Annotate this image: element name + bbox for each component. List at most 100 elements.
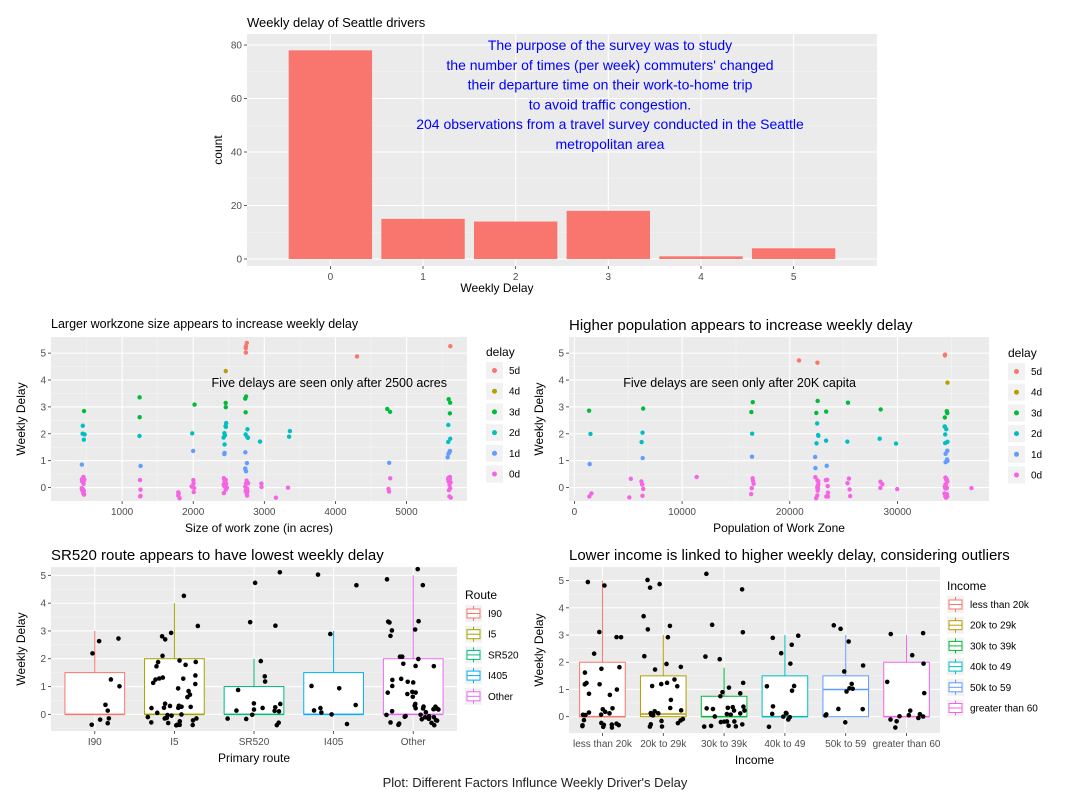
income-jitter-point [769,711,775,717]
income-jitter-point [844,689,849,694]
income-y-tick-label: 3 [558,631,564,642]
income-jitter-point [764,683,770,689]
route-jitter-point [145,714,151,720]
size-x-tick-label: 1000 [111,507,134,518]
route-jitter-point [412,703,417,708]
route-jitter-point [183,662,188,668]
pop-x-axis-title: Population of Work Zone [713,521,845,535]
income-jitter-point [909,652,915,658]
pop-legend-swatch [1014,431,1019,437]
pop-legend-label: 2d [1031,429,1042,440]
hist-y-tick-label: 60 [231,94,243,105]
income-jitter-point [678,718,683,723]
size-point [221,490,227,496]
pop-title: Higher population appears to increase we… [569,317,913,334]
income-jitter-point [648,710,654,716]
income-jitter-point [708,723,714,729]
size-point [285,485,291,490]
income-jitter-point [586,710,592,715]
route-jitter-point [415,566,421,572]
route-jitter-point [389,683,395,689]
size-point [286,434,292,439]
pop-point [588,431,593,437]
size-point [243,394,249,399]
income-jitter-point [602,709,608,715]
income-jitter-point [665,634,671,640]
size-y-tick-label: 0 [40,483,46,494]
pop-legend-swatch [1014,410,1019,416]
size-legend-swatch [492,409,497,415]
route-jitter-point [388,633,393,639]
size-point [448,480,453,485]
route-jitter-point [190,722,195,728]
income-jitter-point [614,634,619,640]
income-jitter-point [582,670,588,675]
income-box [883,661,930,718]
income-jitter-point [720,689,725,695]
income-jitter-point [607,711,612,716]
pop-point [640,406,646,411]
figure-caption: Plot: Different Factors Influnce Weekly … [382,775,688,790]
income-jitter-point [741,704,746,709]
route-jitter-point [162,716,168,721]
income-y-tick-label: 1 [558,685,564,696]
income-jitter-point [704,571,709,577]
route-jitter-point [336,685,342,691]
route-jitter-point [319,710,324,715]
route-jitter-point [318,705,323,711]
size-x-axis-title: Size of work zone (in acres) [185,521,333,535]
income-panel-background [569,567,940,733]
income-jitter-point [667,623,673,629]
income-jitter-point [724,711,730,717]
pop-y-tick-label: 4 [558,376,564,387]
route-x-tick-label: SR520 [239,737,270,748]
size-point [138,487,143,492]
size-point [447,400,453,405]
size-x-tick-label: 2000 [182,507,205,518]
size-point [447,411,453,416]
pop-x-tick-label: 20000 [776,507,804,518]
pop-point [814,410,819,416]
pop-point [751,481,756,487]
pop-point [586,408,592,413]
route-x-tick-label: I405 [324,737,344,748]
route-jitter-point [186,688,191,694]
size-point [243,410,248,415]
size-point [257,439,263,444]
income-jitter-point [599,666,604,672]
size-point [385,406,390,412]
route-jitter-point [160,675,166,680]
pop-point [796,358,802,363]
hist-x-tick-label: 2 [513,272,519,283]
size-point [243,350,249,355]
income-jitter-point [795,633,801,639]
pop-point [878,485,883,491]
route-jitter-point [149,705,154,711]
pop-point [749,454,755,459]
pop-legend-label: 1d [1031,450,1042,461]
size-point [243,466,248,471]
route-jitter-point [431,714,437,720]
income-jitter-point [672,677,677,682]
size-point [259,484,264,490]
route-jitter-point [431,663,437,669]
income-jitter-point [921,661,926,666]
size-point [190,431,195,436]
size-x-tick-label: 4000 [324,507,347,518]
income-jitter-point [893,725,898,730]
pop-point [944,485,950,491]
pop-point [845,439,850,444]
size-legend-label: 4d [509,387,520,398]
hist-x-tick-label: 1 [420,272,426,283]
pop-legend-swatch [1014,389,1019,395]
pop-legend-label: 3d [1031,408,1042,419]
income-jitter-point [888,631,894,637]
income-jitter-point [703,654,708,659]
route-jitter-point [181,593,187,599]
hist-bar [751,248,836,259]
route-jitter-point [436,707,441,712]
route-jitter-point [249,712,255,718]
pop-point [945,448,950,453]
route-x-tick-label: I90 [88,737,102,748]
income-jitter-point [730,704,736,710]
